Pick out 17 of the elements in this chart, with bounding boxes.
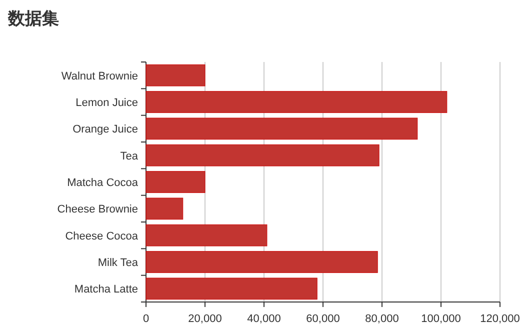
y-tick-label: Tea <box>120 150 139 162</box>
x-tick-label: 60,000 <box>306 313 340 325</box>
title: 数据集 <box>8 9 59 28</box>
y-tick-label: Lemon Juice <box>76 97 138 109</box>
y-tick-label: Walnut Brownie <box>61 70 138 82</box>
y-tick-label: Matcha Cocoa <box>67 177 139 189</box>
y-tick-label: Cheese Cocoa <box>65 230 139 242</box>
y-tick-label: Matcha Latte <box>74 284 138 296</box>
x-tick-label: 20,000 <box>188 313 222 325</box>
x-tick-label: 80,000 <box>365 313 399 325</box>
x-tick-label: 100,000 <box>421 313 461 325</box>
y-tick-label: Cheese Brownie <box>57 204 138 216</box>
x-tick-label: 120,000 <box>480 313 520 325</box>
y-tick-label: Milk Tea <box>98 257 139 269</box>
x-tick-label: 40,000 <box>247 313 281 325</box>
x-tick-label: 0 <box>142 313 150 325</box>
y-tick-label: Orange Juice <box>72 124 138 136</box>
